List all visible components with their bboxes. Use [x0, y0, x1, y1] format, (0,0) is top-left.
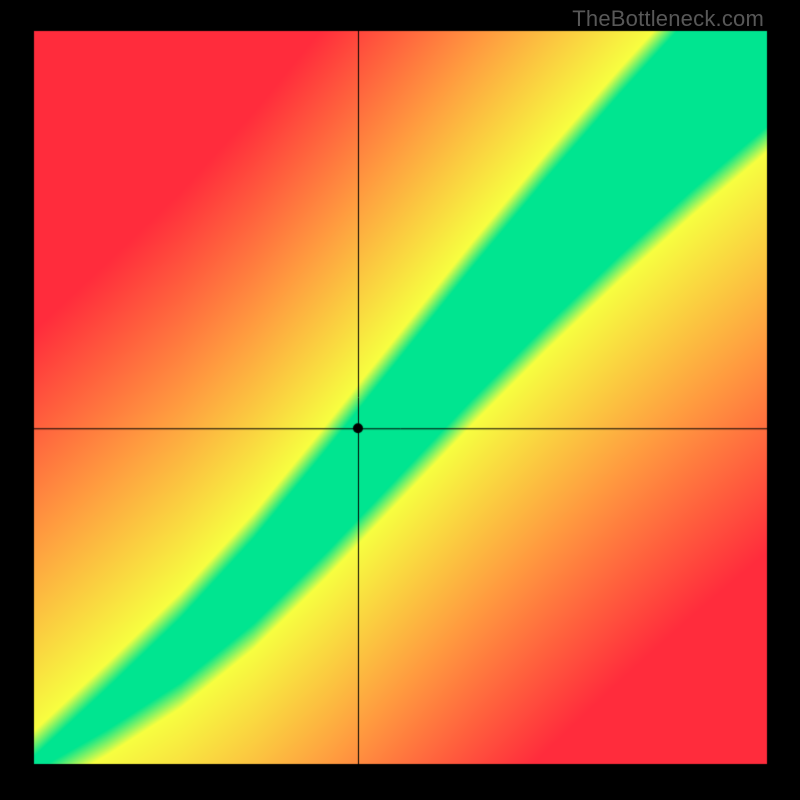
bottleneck-heatmap: [0, 0, 800, 800]
watermark-text: TheBottleneck.com: [572, 6, 764, 32]
